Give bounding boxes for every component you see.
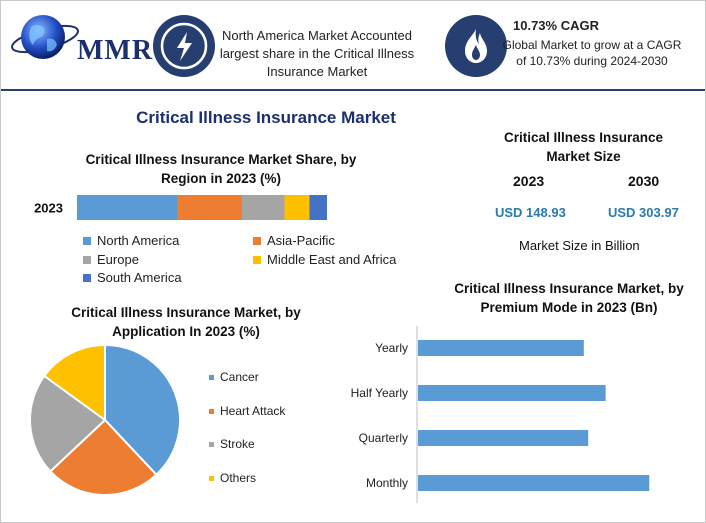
- region-bar-middle-east-and-africa: [284, 195, 310, 220]
- legend-swatch: [253, 255, 261, 264]
- legend-swatch: [209, 475, 214, 481]
- cagr-text: Global Market to grow at a CAGR of 10.73…: [502, 38, 682, 68]
- application-chart-title: Critical Illness Insurance Market, by Ap…: [71, 305, 301, 339]
- legend-swatch: [209, 408, 214, 414]
- legend-label: Europe: [97, 252, 139, 267]
- premium-bar-monthly: [418, 475, 650, 491]
- legend-swatch: [83, 236, 91, 245]
- legend-swatch: [209, 441, 214, 447]
- logo-text: MMR: [77, 35, 154, 66]
- region-category-label: 2023: [34, 201, 63, 216]
- premium-mode-bar-chart: Yearly Half Yearly Quarterly Monthly: [351, 326, 650, 503]
- value-start: USD 148.93: [495, 205, 566, 220]
- premium-chart-title: Critical Illness Insurance Market, by Pr…: [454, 281, 684, 315]
- legend-item-others: Others: [209, 471, 256, 485]
- region-bar-europe: [242, 195, 285, 220]
- legend-item-europe: Europe: [83, 252, 139, 267]
- pie-slice-others: [42, 345, 106, 422]
- year-end: 2030: [628, 173, 660, 189]
- legend-label: South America: [97, 270, 182, 285]
- legend-label: Heart Attack: [220, 404, 286, 418]
- region-stacked-bar-chart: 2023: [34, 195, 327, 220]
- main-title: Critical Illness Insurance Market: [136, 108, 396, 127]
- premium-category-label: Half Yearly: [351, 386, 408, 400]
- flame-icon: [465, 29, 487, 63]
- legend-item-asia-pacific: Asia-Pacific: [253, 233, 335, 248]
- premium-category-label: Yearly: [375, 341, 408, 355]
- legend-label: Stroke: [220, 437, 255, 451]
- pie-slice-cancer: [104, 345, 180, 477]
- region-bar-asia-pacific: [177, 195, 242, 220]
- region-bar-south-america: [309, 195, 327, 220]
- mmr-logo: MMR: [11, 9, 152, 69]
- globe-icon: [11, 15, 79, 59]
- legend-item-stroke: Stroke: [209, 437, 255, 451]
- legend-label: Cancer: [220, 370, 259, 384]
- legend-item-middle-east-and-africa: Middle East and Africa: [253, 252, 396, 267]
- pie-slice-heart-attack: [48, 418, 158, 495]
- legend-swatch: [83, 255, 91, 264]
- legend-item-heart-attack: Heart Attack: [209, 404, 285, 418]
- premium-bar-yearly: [418, 340, 584, 356]
- region-bar-north-america: [77, 195, 177, 220]
- lightning-badge: [153, 15, 215, 77]
- premium-category-label: Quarterly: [359, 431, 408, 445]
- legend-swatch: [83, 273, 91, 282]
- legend-label: Others: [220, 471, 257, 485]
- value-end: USD 303.97: [608, 205, 679, 220]
- header-band: MMR North America Market Accounted large…: [1, 1, 705, 91]
- lightning-icon: [160, 22, 208, 70]
- legend-item-cancer: Cancer: [209, 370, 259, 384]
- legend-label: North America: [97, 233, 180, 248]
- flame-badge: [445, 15, 507, 77]
- cagr-title: 10.73% CAGR: [513, 18, 599, 33]
- premium-category-label: Monthly: [366, 476, 408, 490]
- legend-swatch: [209, 374, 214, 380]
- legend-label: Asia-Pacific: [267, 233, 335, 248]
- headline-text: North America Market Accounted largest s…: [219, 28, 415, 79]
- region-chart-title: Critical Illness Insurance Market Share,…: [85, 152, 357, 186]
- legend-label: Middle East and Africa: [267, 252, 397, 267]
- market-size-unit-note: Market Size in Billion: [519, 238, 640, 253]
- year-start: 2023: [513, 173, 545, 189]
- premium-bar-half-yearly: [418, 385, 606, 401]
- application-pie-chart: [30, 345, 180, 495]
- legend-item-north-america: North America: [83, 233, 179, 248]
- premium-bar-quarterly: [418, 430, 589, 446]
- legend-item-south-america: South America: [83, 270, 182, 285]
- pie-slice-stroke: [30, 374, 107, 473]
- market-size-title: Critical Illness Insurance Market Size: [503, 130, 664, 164]
- legend-swatch: [253, 236, 261, 245]
